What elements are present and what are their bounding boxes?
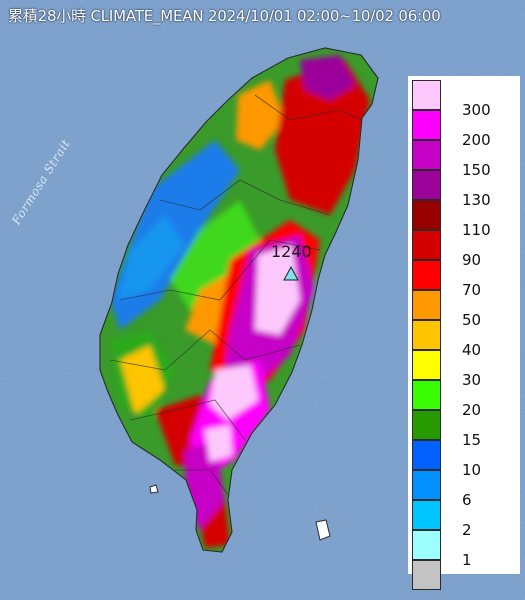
legend-label: 40: [462, 341, 482, 359]
legend-label: 90: [462, 251, 482, 269]
legend-label: 130: [462, 191, 491, 209]
triangle-marker: [283, 265, 299, 281]
legend-label: 6: [462, 491, 472, 509]
legend-swatch: [412, 380, 441, 410]
legend-swatch: [412, 230, 441, 260]
legend-swatch: [412, 290, 441, 320]
legend-swatch: [412, 110, 441, 140]
legend-label: 30: [462, 371, 482, 389]
peak-value-label: 1240: [271, 242, 312, 261]
legend-swatch: [412, 350, 441, 380]
legend-label: 2: [462, 521, 472, 539]
legend-label: 50: [462, 311, 482, 329]
island-outline: [99, 47, 379, 553]
legend-swatch: [412, 320, 441, 350]
map-title: 累積28小時 CLIMATE_MEAN 2024/10/01 02:00~10/…: [8, 7, 441, 25]
legend-label: 150: [462, 161, 491, 179]
legend-swatch: [412, 170, 441, 200]
legend-swatch: [412, 500, 441, 530]
legend-swatch: [412, 410, 441, 440]
legend-swatch: [412, 440, 441, 470]
color-legend: 300 200 150 130 110 90 70 50 40 30 20 15 10 6 2 1: [408, 76, 522, 590]
legend-label: 15: [462, 431, 482, 449]
small-islet: [149, 484, 159, 494]
legend-label: 70: [462, 281, 482, 299]
green-island: [315, 519, 331, 541]
legend-swatch: [412, 200, 441, 230]
legend-swatch: [412, 260, 441, 290]
legend-swatch: [412, 530, 441, 560]
legend-label: 300: [462, 101, 491, 119]
legend-label: 110: [462, 221, 491, 239]
legend-label: 200: [462, 131, 491, 149]
legend-label: 20: [462, 401, 482, 419]
legend-swatch: [412, 140, 441, 170]
legend-swatch: [412, 470, 441, 500]
legend-swatch: [412, 560, 441, 590]
legend-swatch: [412, 80, 441, 110]
legend-label: 10: [462, 461, 482, 479]
legend-label: 1: [462, 551, 472, 569]
